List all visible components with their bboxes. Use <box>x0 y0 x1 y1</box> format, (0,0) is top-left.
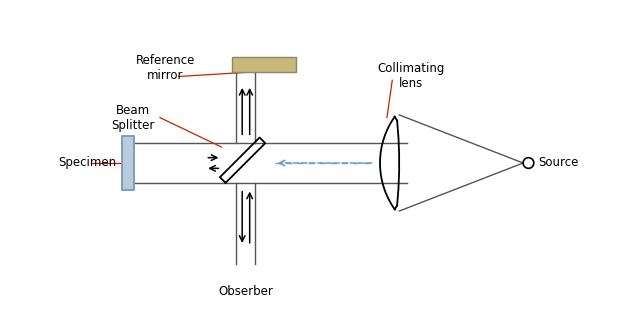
Bar <box>122 136 134 190</box>
Bar <box>232 57 296 72</box>
Text: Source: Source <box>538 156 579 170</box>
Text: Reference
mirror: Reference mirror <box>136 53 195 82</box>
Text: Collimating
lens: Collimating lens <box>378 62 444 90</box>
Text: Beam
Splitter: Beam Splitter <box>111 104 155 132</box>
Text: Specimen: Specimen <box>58 156 116 170</box>
Text: Obserber: Obserber <box>218 285 273 298</box>
